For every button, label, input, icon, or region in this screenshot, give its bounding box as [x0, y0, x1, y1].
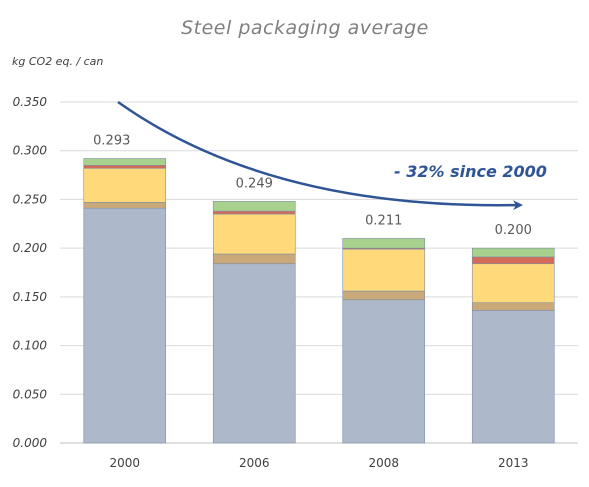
- y-tick-label: 0.250: [13, 192, 48, 206]
- bar-stack: [83, 158, 167, 444]
- bar-segment: [471, 310, 555, 444]
- bar-segment: [83, 158, 167, 166]
- bar-segment: [83, 207, 167, 444]
- y-axis-label: kg CO2 eq. / can: [12, 55, 103, 68]
- total-label: 0.211: [365, 213, 402, 228]
- bar-stack: [342, 238, 426, 444]
- reduction-annotation: - 32% since 2000: [394, 162, 547, 181]
- bar-stack: [212, 201, 296, 444]
- chart-title: Steel packaging average: [181, 17, 429, 39]
- bar-segment: [342, 290, 426, 301]
- total-label: 0.249: [236, 176, 273, 191]
- bar-segment: [342, 238, 426, 249]
- x-tick-label: 2006: [239, 456, 270, 470]
- x-tick-label: 2000: [109, 456, 140, 470]
- bar-segment: [471, 263, 555, 304]
- y-tick-label: 0.150: [13, 290, 48, 304]
- y-tick-label: 0.350: [13, 95, 48, 109]
- y-tick-label: 0.000: [13, 436, 48, 450]
- trend-arrow: [117, 100, 523, 211]
- bar-segment: [212, 263, 296, 444]
- total-labels: 0.293 0.249 0.211 0.200: [93, 134, 532, 239]
- y-tick-label: 0.050: [13, 387, 48, 401]
- y-tick-label: 0.100: [13, 339, 48, 353]
- bar-segment: [83, 202, 167, 209]
- x-tick-label: 2013: [498, 456, 529, 470]
- bar-segment: [342, 248, 426, 292]
- y-tick-label: 0.300: [13, 144, 48, 158]
- bar-segment: [471, 256, 555, 265]
- bar-segment: [471, 302, 555, 311]
- bar-segment: [212, 210, 296, 215]
- total-label: 0.200: [495, 223, 532, 238]
- bar-segment: [83, 165, 167, 169]
- bar-segment: [342, 299, 426, 444]
- bar-stack: [471, 247, 555, 444]
- bar-segment: [212, 213, 296, 255]
- bar-segment: [212, 253, 296, 265]
- x-axis-ticks: 2000 2006 2008 2013: [109, 456, 528, 470]
- bars: [83, 158, 555, 444]
- bar-segment: [83, 167, 167, 203]
- y-tick-label: 0.200: [13, 241, 48, 255]
- x-tick-label: 2008: [368, 456, 399, 470]
- bar-segment: [212, 201, 296, 212]
- y-axis-ticks: 0.000 0.050 0.100 0.150 0.200 0.250 0.300 0.350: [13, 95, 48, 450]
- bar-segment: [471, 247, 555, 258]
- total-label: 0.293: [93, 134, 130, 149]
